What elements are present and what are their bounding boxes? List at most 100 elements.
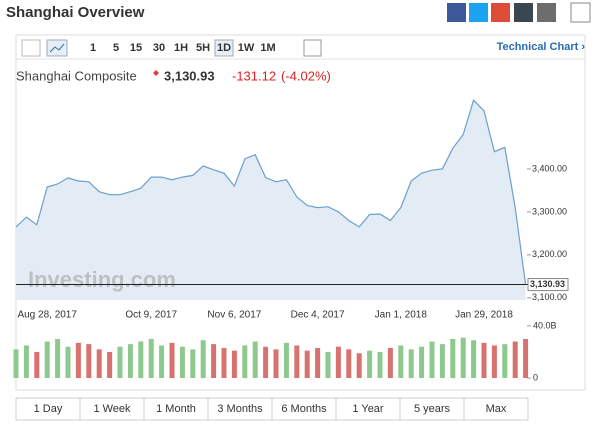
volume-bar	[179, 346, 185, 378]
volume-bar	[169, 342, 175, 378]
volume-bar	[523, 338, 529, 378]
volume-bar	[450, 338, 456, 378]
interval-selected	[214, 39, 234, 57]
interval-button[interactable]: 1H	[174, 42, 188, 54]
google-icon[interactable]	[491, 3, 510, 22]
volume-bar	[13, 349, 19, 378]
twitter-icon[interactable]	[469, 3, 488, 22]
volume-bar	[429, 341, 435, 378]
volume-bar	[127, 344, 133, 378]
y-tick-label: 3,200.00	[532, 249, 567, 259]
volume-bar	[242, 345, 248, 378]
quote-change: -131.12	[232, 68, 276, 83]
quote-name: Shanghai Composite	[16, 68, 137, 83]
chart-type-icons	[21, 39, 322, 57]
volume-bar	[159, 345, 165, 378]
volume-bar	[96, 349, 102, 378]
range-button[interactable]: Max	[486, 403, 507, 415]
x-tick-label: Dec 4, 2017	[291, 310, 345, 321]
volume-bar	[377, 351, 383, 378]
share-icons	[447, 2, 591, 23]
chart-frame	[15, 34, 586, 391]
interval-button[interactable]: 5	[113, 42, 119, 54]
volume-bar	[367, 350, 373, 378]
volume-bar	[138, 341, 144, 378]
live-indicator	[153, 70, 159, 76]
y-tick-label: 3,400.00	[532, 163, 567, 173]
interval-button[interactable]: 15	[130, 42, 142, 54]
candle-icon[interactable]	[21, 39, 41, 57]
volume-bar	[190, 349, 196, 378]
volume-bar	[315, 348, 321, 378]
volume-bar	[481, 342, 487, 378]
volume-bar	[231, 350, 237, 378]
print-icon[interactable]	[570, 2, 591, 23]
volume-bar	[346, 349, 352, 378]
volume-bar	[263, 346, 269, 378]
interval-button[interactable]: 5H	[196, 42, 210, 54]
volume-bar	[502, 344, 508, 378]
volume-bar	[460, 337, 466, 378]
range-button[interactable]: 1 Week	[93, 403, 131, 415]
volume-bar	[283, 342, 289, 378]
table-icon[interactable]	[303, 39, 322, 57]
interval-button[interactable]: 1D	[217, 42, 231, 54]
volume-bar	[148, 338, 154, 378]
interval-button[interactable]: 1W	[238, 42, 255, 54]
volume-tick-label: 40.0B	[533, 320, 557, 330]
page-title: Shanghai Overview	[6, 4, 145, 21]
quote-price: 3,130.93	[164, 68, 215, 83]
volume-tick-label: 0	[533, 372, 538, 382]
volume-bar	[34, 351, 40, 378]
price-line	[15, 99, 527, 285]
price-area	[16, 100, 526, 300]
interval-button[interactable]: 1	[90, 42, 96, 54]
volume-bar	[273, 349, 279, 378]
x-tick-label: Jan 1, 2018	[375, 310, 428, 321]
volume-bar	[252, 341, 258, 378]
volume-bar	[304, 350, 310, 378]
interval-button[interactable]: 1M	[260, 42, 275, 54]
stocktwits-icon[interactable]	[514, 3, 533, 22]
volume-bar	[200, 340, 206, 378]
volume-bar	[86, 344, 92, 378]
volume-bar	[211, 344, 217, 378]
y-tick-label: 3,300.00	[532, 206, 567, 216]
volume-bar	[55, 338, 61, 378]
x-tick-label: Oct 9, 2017	[125, 310, 177, 321]
volume-bar	[325, 351, 331, 378]
volume-bar	[75, 342, 81, 378]
range-button[interactable]: 1 Day	[34, 403, 63, 415]
range-button[interactable]: 5 years	[414, 403, 451, 415]
y-tick-label: 3,100.00	[532, 292, 567, 302]
last-price-box	[527, 278, 569, 292]
range-button[interactable]: 1 Month	[156, 403, 196, 415]
volume-bar	[419, 346, 425, 378]
technical-chart-link[interactable]: Technical Chart ›	[497, 41, 586, 53]
last-price-label: 3,130.93	[530, 279, 565, 289]
volume-bar	[387, 348, 393, 378]
volume-bar	[491, 345, 497, 378]
range-button[interactable]: 6 Months	[281, 403, 327, 415]
volume-bar	[439, 344, 445, 378]
volume-bar	[65, 346, 71, 378]
line-glyph	[49, 43, 65, 53]
volume-bar	[221, 348, 227, 378]
volume-bar	[356, 353, 362, 378]
interval-button[interactable]: 30	[153, 42, 165, 54]
volume-bar	[44, 341, 50, 378]
x-tick-label: Nov 6, 2017	[207, 310, 261, 321]
quote-change-pct: (-4.02%)	[281, 68, 331, 83]
range-button[interactable]: 1 Year	[352, 403, 384, 415]
volume-bar	[398, 345, 404, 378]
volume-bar	[117, 346, 123, 378]
x-tick-label: Aug 28, 2017	[17, 310, 77, 321]
volume-bar	[23, 345, 29, 378]
volume-bar	[107, 351, 113, 378]
facebook-icon[interactable]	[447, 3, 466, 22]
mail-icon[interactable]	[537, 3, 556, 22]
range-button[interactable]: 3 Months	[217, 403, 263, 415]
volume-bar	[512, 341, 518, 378]
x-tick-label: Jan 29, 2018	[455, 310, 513, 321]
